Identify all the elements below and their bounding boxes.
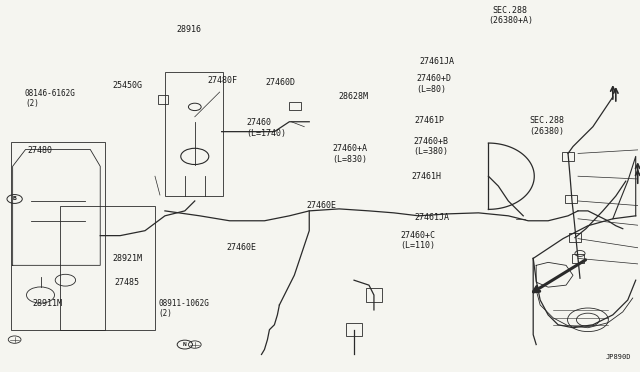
Bar — [366, 288, 381, 302]
Text: B: B — [13, 196, 17, 202]
Text: 28628M: 28628M — [339, 92, 368, 101]
Bar — [11, 142, 105, 330]
Text: JP890D: JP890D — [606, 354, 631, 360]
Text: 27480F: 27480F — [208, 76, 237, 85]
Text: SEC.288
(26380+A): SEC.288 (26380+A) — [488, 6, 533, 25]
Text: 27461P: 27461P — [415, 116, 445, 125]
Text: 28911M: 28911M — [33, 299, 63, 308]
Bar — [158, 95, 168, 104]
Bar — [572, 254, 584, 263]
Text: 27460E: 27460E — [227, 243, 257, 252]
Text: 27460
(L=1740): 27460 (L=1740) — [246, 118, 286, 138]
Text: 27460+C
(L=110): 27460+C (L=110) — [401, 231, 436, 250]
Text: 28916: 28916 — [176, 25, 201, 34]
Text: 27485: 27485 — [114, 278, 139, 288]
Text: 28921M: 28921M — [112, 254, 142, 263]
Text: SEC.288
(26380): SEC.288 (26380) — [530, 116, 564, 135]
Text: 27480: 27480 — [28, 146, 52, 155]
Text: 27461JA: 27461JA — [420, 57, 455, 66]
Text: 27460E: 27460E — [307, 201, 337, 210]
Text: 27460+A
(L=830): 27460+A (L=830) — [332, 144, 367, 164]
Text: 27461JA: 27461JA — [415, 213, 450, 222]
Bar — [562, 152, 575, 161]
Text: 27460D: 27460D — [265, 78, 295, 87]
Text: N: N — [183, 342, 187, 347]
Bar — [165, 72, 223, 196]
Bar — [289, 102, 301, 110]
Text: 25450G: 25450G — [112, 81, 142, 90]
Text: 08146-6162G
(2): 08146-6162G (2) — [25, 89, 76, 108]
Text: 27460+B
(L=380): 27460+B (L=380) — [413, 137, 449, 156]
Bar — [564, 195, 577, 203]
Bar — [60, 206, 155, 330]
Text: 27461H: 27461H — [412, 171, 442, 180]
Text: 08911-1062G
(2): 08911-1062G (2) — [159, 299, 209, 318]
Bar — [346, 323, 362, 336]
Bar — [568, 233, 581, 242]
Text: 27460+D
(L=80): 27460+D (L=80) — [416, 74, 451, 94]
